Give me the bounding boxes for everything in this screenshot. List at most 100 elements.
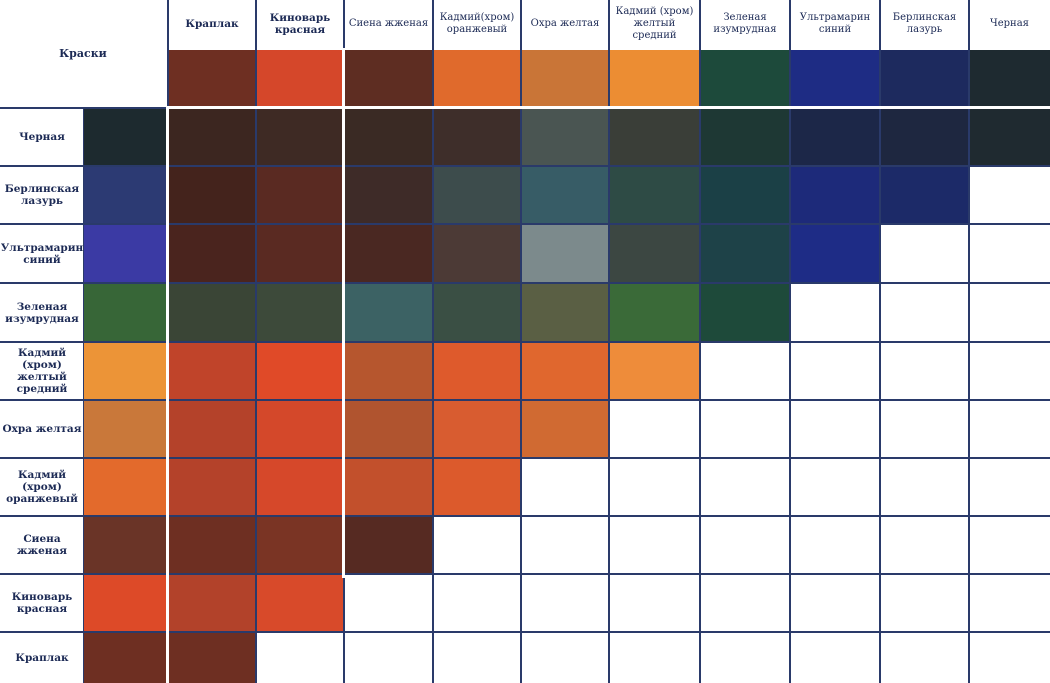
mix-cell xyxy=(700,108,790,166)
mix-cell xyxy=(256,166,344,224)
mix-cell xyxy=(168,166,256,224)
mix-cell xyxy=(609,166,700,224)
row-header-swatch xyxy=(84,342,168,400)
mix-cell xyxy=(880,108,969,166)
mix-cell xyxy=(344,400,433,458)
mix-cell xyxy=(790,166,880,224)
row-header-label: Киноварь красная xyxy=(11,591,73,615)
mix-cell xyxy=(256,342,344,400)
mix-cell xyxy=(168,516,256,574)
mix-cell xyxy=(433,224,521,283)
mix-cell xyxy=(256,400,344,458)
mix-cell xyxy=(609,342,700,400)
mix-cell xyxy=(969,108,1050,166)
row-header-swatch xyxy=(84,224,168,283)
mix-cell xyxy=(256,224,344,283)
mix-cell xyxy=(433,166,521,224)
column-header-swatch xyxy=(790,50,880,106)
column-header-swatch xyxy=(700,50,790,106)
grid-line xyxy=(0,631,1050,633)
column-header-label: Кадмий (хром) желтый средний xyxy=(615,6,694,41)
mix-cell xyxy=(521,108,609,166)
column-header-label: Краплак xyxy=(185,18,239,30)
row-header-swatch xyxy=(84,516,168,574)
row-header-label: Охра желтая xyxy=(2,423,82,435)
grid-line xyxy=(0,573,1050,575)
mix-cell xyxy=(790,108,880,166)
grid-line xyxy=(0,282,1050,284)
column-header-label: Кадмий(хром) оранжевый xyxy=(439,12,515,35)
mix-cell xyxy=(521,342,609,400)
mix-cell xyxy=(256,516,344,574)
mix-cell xyxy=(168,224,256,283)
column-header-label: Сиена жженая xyxy=(348,18,429,29)
mix-cell xyxy=(700,283,790,342)
mix-cell xyxy=(344,283,433,342)
row-header-swatch xyxy=(84,574,168,632)
separator-line xyxy=(166,106,169,683)
mix-cell xyxy=(168,632,256,683)
mix-cell xyxy=(880,166,969,224)
mix-cell xyxy=(344,342,433,400)
mix-cell xyxy=(433,458,521,516)
row-header-label: Кадмий (хром) желтый средний xyxy=(16,347,68,395)
row-header-label: Берлинская лазурь xyxy=(4,183,80,207)
mix-cell xyxy=(344,516,433,574)
column-header-swatch xyxy=(521,50,609,106)
mix-cell xyxy=(790,224,880,283)
column-header-swatch xyxy=(969,50,1050,106)
column-header-label: Ультрамарин синий xyxy=(799,12,871,35)
row-header-swatch xyxy=(84,166,168,224)
mix-cell xyxy=(433,283,521,342)
row-header-swatch xyxy=(84,108,168,166)
column-header-swatch xyxy=(344,50,433,106)
mix-cell xyxy=(521,224,609,283)
row-header-label: Сиена жженая xyxy=(16,533,68,557)
row-header-label: Кадмий (хром) оранжевый xyxy=(6,469,78,505)
mix-cell xyxy=(256,458,344,516)
mix-cell xyxy=(521,400,609,458)
mix-cell xyxy=(256,108,344,166)
grid-line xyxy=(0,515,1050,517)
row-header-swatch xyxy=(84,400,168,458)
column-header-label: Киноварь красная xyxy=(269,12,331,36)
mix-cell xyxy=(168,458,256,516)
grid-line xyxy=(0,457,1050,459)
mix-cell xyxy=(521,283,609,342)
mix-cell xyxy=(609,224,700,283)
mix-cell xyxy=(344,166,433,224)
row-header-swatch xyxy=(84,283,168,342)
grid-line xyxy=(0,341,1050,343)
column-header-swatch xyxy=(168,50,256,106)
mix-cell xyxy=(168,108,256,166)
row-header-swatch xyxy=(84,458,168,516)
row-header-swatch xyxy=(84,632,168,683)
mix-cell xyxy=(256,283,344,342)
grid-line xyxy=(83,108,84,683)
mix-cell xyxy=(168,400,256,458)
row-header-label: Черная xyxy=(19,131,65,143)
column-header-label: Берлинская лазурь xyxy=(892,12,957,35)
mix-cell xyxy=(168,574,256,632)
corner-label: Краски xyxy=(59,47,107,60)
mix-cell xyxy=(256,574,344,632)
column-header-label: Охра желтая xyxy=(530,18,600,29)
mix-cell xyxy=(521,166,609,224)
grid-line xyxy=(0,399,1050,401)
column-header-swatch xyxy=(256,50,344,106)
grid-line xyxy=(0,223,1050,225)
mix-cell xyxy=(609,283,700,342)
mix-cell xyxy=(433,108,521,166)
column-header-swatch xyxy=(433,50,521,106)
grid-line xyxy=(0,165,1050,167)
separator-line xyxy=(166,106,1050,109)
column-header-label: Черная xyxy=(990,18,1029,29)
mix-cell xyxy=(700,166,790,224)
mix-cell xyxy=(168,342,256,400)
mix-cell xyxy=(433,342,521,400)
column-header-label: Зеленая изумрудная xyxy=(713,12,777,35)
mix-cell xyxy=(344,458,433,516)
column-header-swatch xyxy=(880,50,969,106)
mix-cell xyxy=(700,224,790,283)
